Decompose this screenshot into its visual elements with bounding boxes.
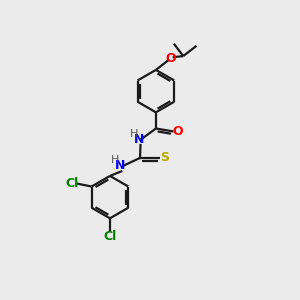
Text: H: H (130, 129, 138, 140)
Text: N: N (116, 158, 126, 172)
Text: Cl: Cl (65, 177, 78, 190)
Text: N: N (134, 133, 144, 146)
Text: O: O (165, 52, 175, 65)
Text: Cl: Cl (103, 230, 117, 243)
Text: H: H (110, 155, 119, 165)
Text: O: O (172, 125, 183, 138)
Text: S: S (160, 152, 169, 164)
